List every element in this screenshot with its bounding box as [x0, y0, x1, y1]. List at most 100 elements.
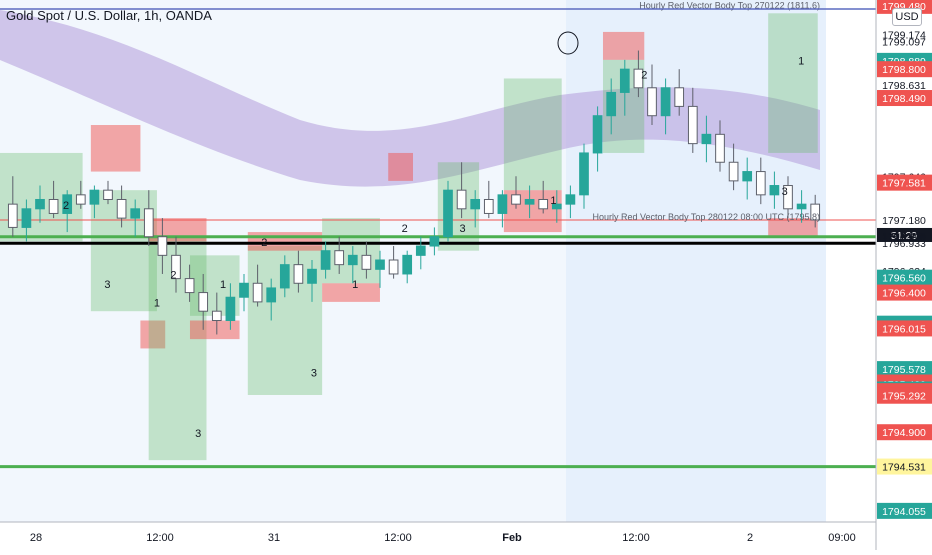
candle-body	[334, 250, 345, 266]
price-axis-label: 1796.560	[877, 269, 932, 286]
price-axis-label: 1796.400	[877, 284, 932, 301]
candle[interactable]	[21, 199, 32, 242]
zone-red	[247, 232, 323, 251]
price-label-text: 1798.631	[882, 80, 926, 92]
candle[interactable]	[347, 246, 358, 284]
candle-body	[755, 171, 766, 196]
candle[interactable]	[35, 185, 45, 223]
candle[interactable]	[524, 185, 535, 219]
candle[interactable]	[687, 87, 698, 153]
candle-body	[211, 310, 222, 322]
candle[interactable]	[211, 292, 222, 335]
price-label-text: 1799.174	[882, 29, 926, 41]
candle-body	[456, 189, 467, 210]
candle[interactable]	[660, 78, 671, 135]
candle[interactable]	[755, 157, 766, 205]
candle[interactable]	[402, 250, 413, 284]
candle[interactable]	[388, 246, 399, 279]
wave-count-label: 3	[459, 223, 465, 235]
candle[interactable]	[715, 120, 725, 172]
candle[interactable]	[619, 59, 630, 116]
candle-body	[388, 259, 399, 275]
candle[interactable]	[783, 176, 793, 219]
candle-body	[307, 268, 317, 284]
candle-body	[497, 194, 508, 214]
wave-count-label: 1	[154, 298, 160, 310]
candle[interactable]	[592, 106, 603, 172]
time-axis-tick: 09:00	[828, 532, 856, 544]
candle[interactable]	[279, 255, 290, 298]
price-label-text: 1796.400	[882, 288, 926, 300]
zone-red	[768, 218, 818, 237]
time-axis-tick: 31	[268, 532, 280, 544]
candle[interactable]	[647, 64, 657, 126]
candle[interactable]	[293, 250, 304, 293]
candle[interactable]	[89, 185, 100, 219]
candle[interactable]	[266, 278, 277, 321]
candle[interactable]	[62, 190, 73, 233]
candle[interactable]	[810, 194, 821, 228]
wave-count-label: 1	[550, 195, 556, 207]
candle[interactable]	[565, 185, 576, 219]
candle-body	[769, 185, 780, 196]
zone-red	[90, 125, 141, 172]
candle[interactable]	[606, 78, 617, 135]
candle[interactable]	[538, 180, 549, 214]
candle[interactable]	[579, 143, 589, 209]
price-axis-label: 1794.055	[877, 502, 932, 519]
candle[interactable]	[415, 236, 426, 270]
candle[interactable]	[198, 273, 209, 330]
currency-badge[interactable]: USD	[892, 8, 922, 26]
candle[interactable]	[252, 264, 263, 307]
candle[interactable]	[769, 171, 780, 209]
candle[interactable]	[511, 176, 521, 209]
candle[interactable]	[633, 50, 644, 98]
candle[interactable]	[429, 227, 440, 256]
price-label-text: 1796.560	[882, 273, 926, 285]
candle[interactable]	[307, 260, 317, 302]
candle[interactable]	[361, 241, 372, 279]
candle[interactable]	[443, 180, 453, 242]
candle[interactable]	[116, 185, 127, 228]
candle[interactable]	[157, 218, 168, 274]
candle[interactable]	[483, 180, 494, 219]
price-axis-label: 1798.800	[877, 61, 932, 78]
candle[interactable]	[674, 69, 685, 116]
candle[interactable]	[184, 264, 195, 302]
candle[interactable]	[742, 157, 753, 200]
candle[interactable]	[470, 190, 481, 228]
candle[interactable]	[75, 180, 86, 209]
candle[interactable]	[320, 241, 331, 279]
candle[interactable]	[375, 250, 385, 288]
price-axis-label: 1797.180 51:29	[877, 215, 932, 242]
candle-body	[810, 203, 821, 221]
candle[interactable]	[48, 180, 59, 219]
candle[interactable]	[225, 283, 236, 330]
price-label-bg	[877, 61, 932, 78]
candle[interactable]	[497, 190, 508, 228]
candle-body	[483, 198, 494, 214]
candle-body	[347, 254, 358, 266]
candle[interactable]	[796, 190, 807, 223]
candle[interactable]	[143, 190, 154, 247]
candle[interactable]	[701, 115, 712, 163]
wave-count-label: 2	[170, 270, 176, 282]
price-label-bg	[877, 284, 932, 301]
candle-body	[660, 87, 671, 117]
candle[interactable]	[239, 273, 249, 312]
price-label-bg	[877, 320, 932, 337]
candle[interactable]	[551, 190, 562, 223]
candle[interactable]	[728, 143, 739, 191]
price-label-bg	[877, 361, 932, 378]
candle-body	[565, 194, 576, 205]
price-axis-label: 1799.174	[882, 29, 926, 41]
candle-body	[579, 152, 589, 196]
candle[interactable]	[7, 176, 18, 237]
candle[interactable]	[334, 236, 345, 274]
candle[interactable]	[171, 236, 181, 293]
candle[interactable]	[103, 180, 113, 205]
candle[interactable]	[130, 199, 141, 237]
candle[interactable]	[456, 162, 467, 219]
